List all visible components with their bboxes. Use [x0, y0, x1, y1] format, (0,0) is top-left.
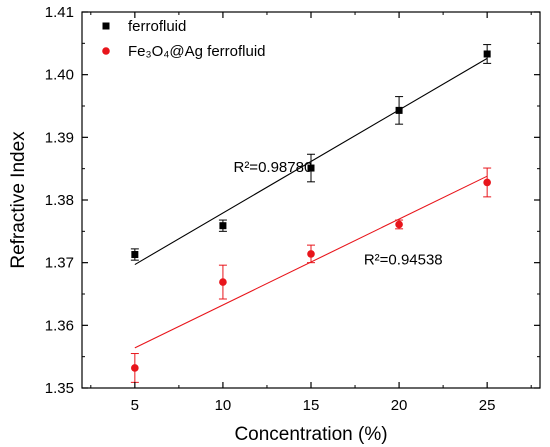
x-tick-label: 15	[303, 397, 320, 414]
x-tick-label: 20	[391, 397, 408, 414]
legend-label: ferrofluid	[128, 18, 186, 35]
series-1	[130, 44, 492, 266]
legend-label: Fe₃O₄@Ag ferrofluid	[128, 43, 266, 60]
r-squared-label: R²=0.94538	[364, 252, 443, 269]
x-tick-label: 25	[479, 397, 496, 414]
legend-marker	[102, 22, 110, 30]
annotation-layer: R²=0.98780 R²=0.94538	[233, 159, 442, 269]
data-point	[395, 106, 403, 114]
data-point	[483, 178, 491, 187]
x-tick-label: 5	[131, 397, 139, 414]
r-squared-label: R²=0.98780	[233, 159, 312, 176]
series-2	[130, 167, 492, 383]
y-tick-label: 1.39	[45, 129, 74, 146]
x-axis-title: Concentration (%)	[234, 424, 387, 445]
data-point	[483, 50, 491, 58]
data-point	[131, 251, 139, 259]
data-point	[219, 278, 227, 286]
y-tick-label: 1.40	[45, 67, 74, 84]
plot-layer	[130, 44, 492, 383]
y-tick-label: 1.41	[45, 4, 74, 21]
data-point	[219, 222, 227, 230]
axis-layer: 5 10 15 20 25 1.35 1.36 1.37 1.38 1.39 1.40 1.41	[45, 4, 540, 414]
data-point	[395, 220, 403, 229]
x-tick-label: 10	[215, 397, 232, 414]
y-tick-label: 1.35	[45, 380, 74, 397]
y-axis-title: Refractive Index	[8, 131, 29, 269]
data-point	[131, 364, 139, 372]
data-point	[307, 250, 315, 258]
y-tick-label: 1.37	[45, 255, 74, 272]
y-tick-label: 1.36	[45, 317, 74, 334]
y-tick-label: 1.38	[45, 192, 74, 209]
legend: ferrofluid Fe₃O₄@Ag ferrofluid	[102, 18, 266, 60]
legend-marker	[102, 47, 110, 55]
data-point	[307, 164, 315, 172]
